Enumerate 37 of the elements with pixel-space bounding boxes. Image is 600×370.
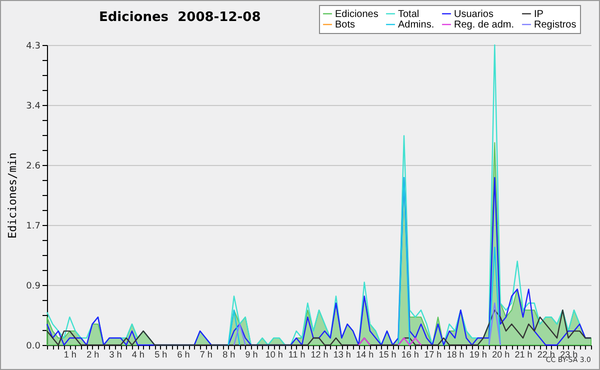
x-tick-label: 12 h xyxy=(310,350,328,360)
legend-label: Bots xyxy=(335,20,356,30)
legend-label: Admins. xyxy=(398,20,434,30)
legend-label: Usuarios xyxy=(454,8,494,20)
x-tick-label: 8 h xyxy=(222,350,236,360)
x-tick-label: 7 h xyxy=(200,350,212,360)
x-tick-label: 16 h xyxy=(401,350,419,360)
x-tick-label: 4 h xyxy=(132,350,144,360)
y-tick-label: 2.6 xyxy=(26,162,41,172)
x-tick-label: 1 h xyxy=(64,350,76,360)
x-tick-label: 3 h xyxy=(109,350,122,360)
y-tick-label: 1.7 xyxy=(26,222,40,232)
x-tick-label: 18 h xyxy=(446,350,464,360)
legend-label: Ediciones xyxy=(335,8,378,20)
x-tick-label: 20 h xyxy=(492,350,510,360)
y-axis-title: Ediciones/min xyxy=(6,152,20,239)
x-tick-label: 10 h xyxy=(265,350,283,360)
x-tick-label: 13 h xyxy=(333,350,351,360)
legend-label: Registros xyxy=(534,20,576,30)
y-tick-label: 4.3 xyxy=(26,42,40,52)
x-tick-label: 19 h xyxy=(469,350,487,360)
x-tick-label: 15 h xyxy=(378,350,396,360)
legend-label: IP xyxy=(534,8,544,20)
x-tick-label: 11 h xyxy=(288,350,306,360)
x-tick-label: 9 h xyxy=(245,350,258,360)
y-tick-label: 0.9 xyxy=(26,282,41,292)
y-tick-label: 0.0 xyxy=(26,342,41,352)
legend-label: Reg. de adm. xyxy=(454,20,514,30)
x-tick-label: 5 h xyxy=(154,350,168,360)
x-tick-label: 21 h xyxy=(514,350,532,360)
x-tick-label: 17 h xyxy=(424,350,442,360)
x-tick-label: 2 h xyxy=(86,350,100,360)
x-tick-label: 6 h xyxy=(177,350,190,360)
legend-label: Total xyxy=(398,8,420,20)
chart-title: Ediciones 2008-12-08 xyxy=(99,10,261,25)
y-tick-label: 3.4 xyxy=(26,102,41,112)
x-tick-label: 14 h xyxy=(356,350,374,360)
